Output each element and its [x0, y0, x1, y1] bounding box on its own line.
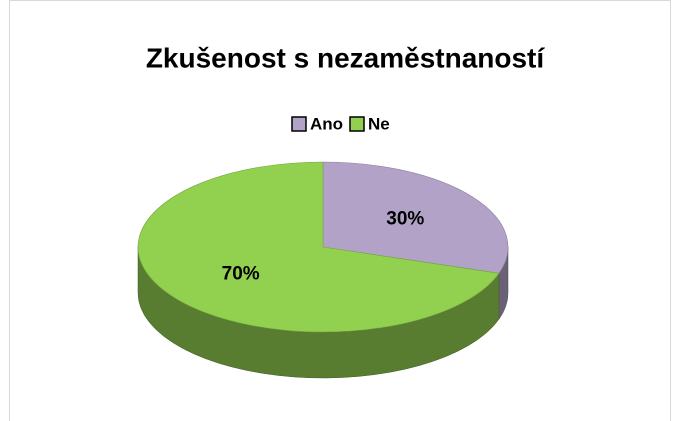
- legend-swatch: [349, 116, 365, 132]
- data-label: 70%: [222, 263, 260, 284]
- data-label: 30%: [386, 209, 424, 230]
- legend-label: Ano: [310, 114, 343, 133]
- legend-swatch: [291, 116, 307, 132]
- chart-title: Zkušenost s nezaměstnaností: [146, 42, 546, 73]
- legend-label: Ne: [368, 114, 390, 133]
- slice: [137, 161, 500, 333]
- slice: [322, 161, 509, 274]
